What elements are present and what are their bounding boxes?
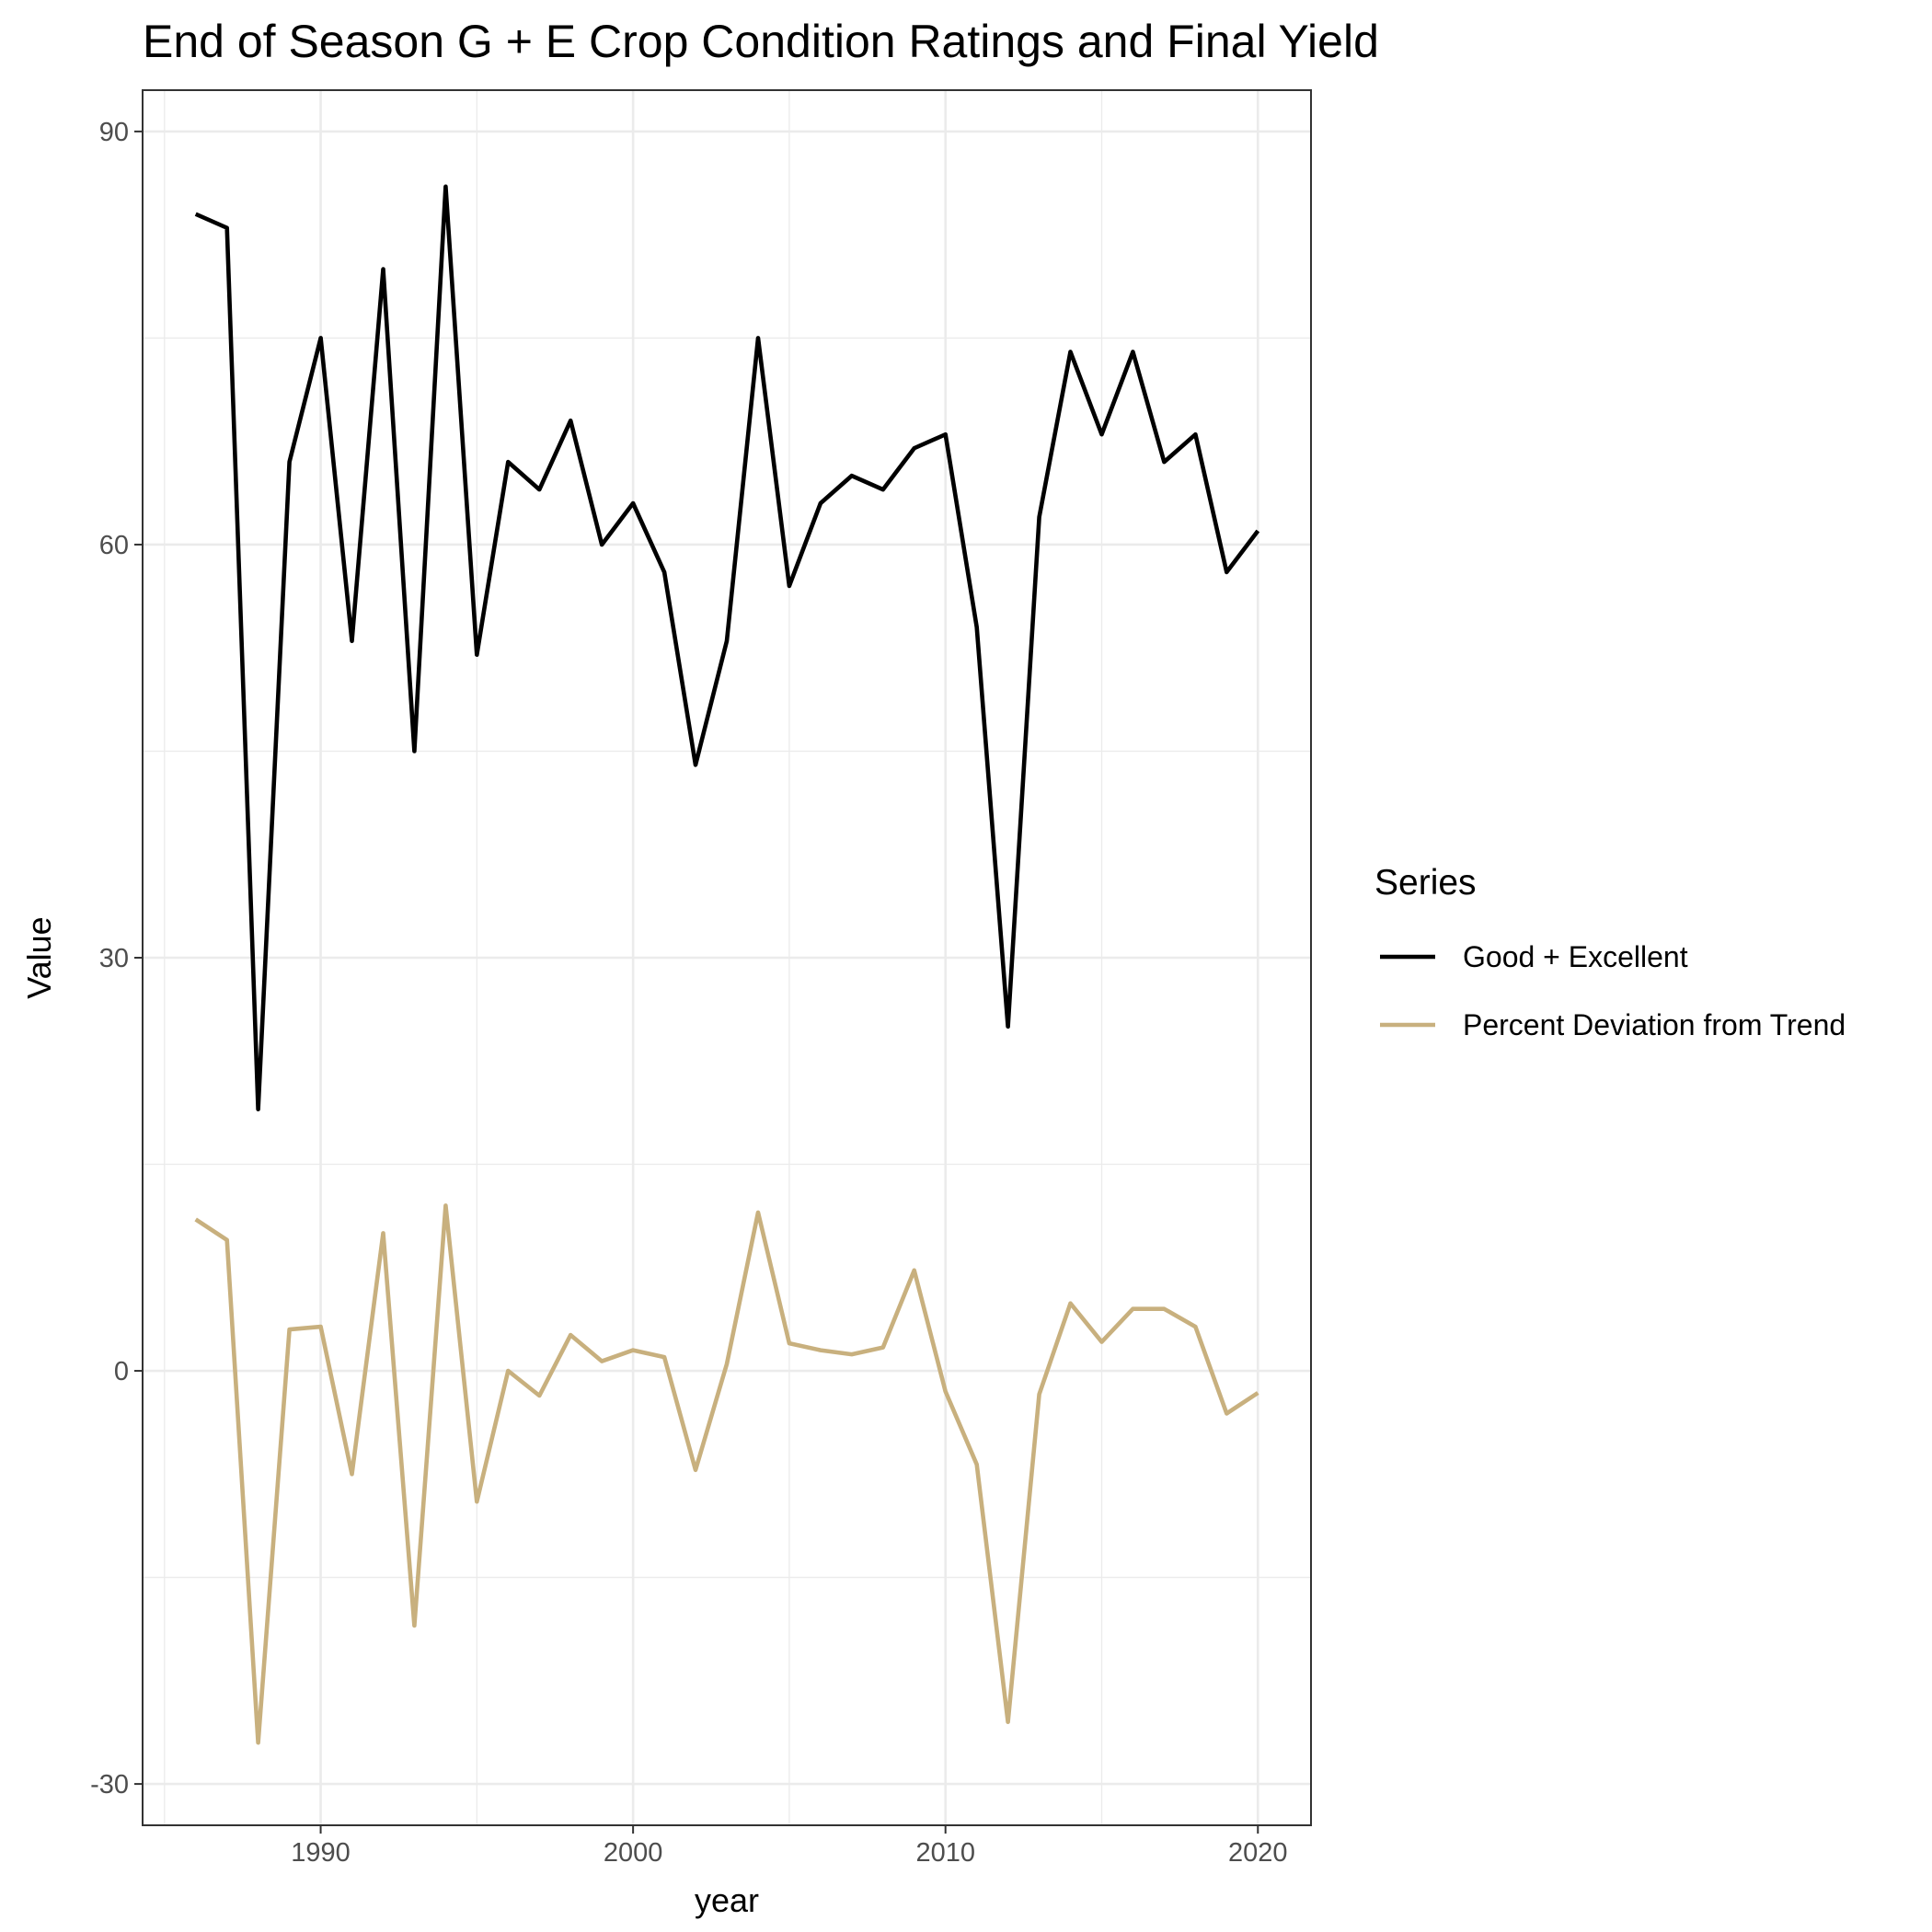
y-axis-title: Value: [20, 916, 58, 998]
legend-label-2: Percent Deviation from Trend: [1463, 1008, 1846, 1041]
chart-title: End of Season G + E Crop Condition Ratin…: [143, 16, 1379, 67]
legend-title: Series: [1374, 863, 1477, 903]
y-tick-label: 90: [99, 118, 129, 147]
y-tick-label: 30: [99, 944, 129, 973]
x-axis-title: year: [695, 1881, 759, 1919]
x-tick-label: 2000: [604, 1838, 663, 1868]
series-line-2: [194, 1203, 1259, 1745]
x-tick-label: 1990: [291, 1838, 351, 1868]
axis-ticks: 1990 2000 2010 2020 -30 0 30 60 90: [90, 118, 1287, 1868]
legend: Series Good + Excellent Percent Deviation…: [1374, 863, 1846, 1041]
x-tick-label: 2020: [1228, 1838, 1288, 1868]
series-line-1: [194, 184, 1260, 1111]
y-tick-label: 0: [114, 1357, 129, 1386]
legend-label-1: Good + Excellent: [1463, 940, 1688, 973]
y-tick-label: 60: [99, 531, 129, 560]
series-lines: [194, 184, 1260, 1745]
y-tick-label: -30: [90, 1770, 129, 1800]
x-tick-label: 2010: [915, 1838, 975, 1868]
